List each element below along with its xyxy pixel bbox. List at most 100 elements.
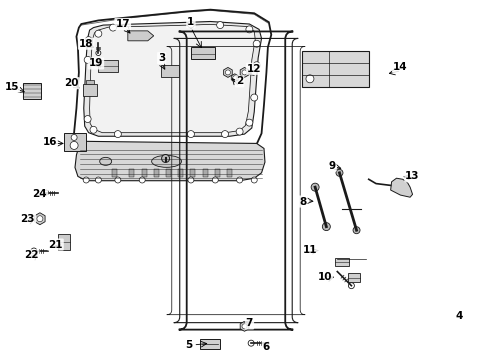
- Bar: [58, 234, 70, 249]
- Circle shape: [250, 94, 257, 101]
- Bar: [302, 51, 368, 87]
- Polygon shape: [240, 67, 248, 77]
- Circle shape: [216, 22, 223, 28]
- Bar: [191, 47, 215, 59]
- Circle shape: [70, 141, 78, 149]
- Bar: [178, 169, 183, 177]
- Circle shape: [232, 76, 236, 80]
- Bar: [161, 65, 179, 77]
- Polygon shape: [223, 67, 232, 77]
- Circle shape: [253, 62, 260, 69]
- Circle shape: [161, 154, 169, 162]
- Circle shape: [225, 70, 230, 75]
- Circle shape: [96, 50, 101, 55]
- Bar: [129, 169, 134, 177]
- Circle shape: [335, 169, 342, 176]
- Text: 22: 22: [24, 250, 39, 260]
- Bar: [112, 169, 117, 177]
- Circle shape: [85, 37, 92, 44]
- Text: 1: 1: [187, 17, 194, 27]
- Bar: [98, 60, 118, 72]
- Text: 18: 18: [79, 39, 93, 49]
- Circle shape: [187, 21, 194, 28]
- Circle shape: [37, 216, 43, 222]
- Text: 19: 19: [88, 58, 103, 68]
- Text: 15: 15: [4, 82, 19, 92]
- Circle shape: [43, 190, 48, 195]
- Circle shape: [187, 131, 194, 138]
- Bar: [202, 169, 207, 177]
- Bar: [347, 273, 359, 282]
- Circle shape: [352, 227, 359, 234]
- Text: 20: 20: [64, 78, 79, 88]
- Text: 17: 17: [115, 19, 130, 29]
- Polygon shape: [75, 141, 264, 181]
- Circle shape: [31, 248, 37, 254]
- Bar: [23, 83, 41, 99]
- Polygon shape: [240, 321, 248, 331]
- Bar: [154, 169, 159, 177]
- Text: 4: 4: [454, 311, 462, 321]
- Circle shape: [84, 57, 91, 63]
- Text: 2: 2: [236, 76, 243, 86]
- Text: 9: 9: [328, 161, 335, 171]
- Circle shape: [305, 75, 313, 83]
- Text: 11: 11: [303, 245, 317, 255]
- Circle shape: [95, 177, 101, 183]
- Circle shape: [114, 131, 121, 138]
- Text: 13: 13: [405, 171, 419, 181]
- Circle shape: [242, 70, 246, 75]
- Ellipse shape: [100, 157, 111, 165]
- Text: 23: 23: [20, 215, 35, 224]
- Ellipse shape: [151, 156, 181, 167]
- Text: 8: 8: [299, 197, 306, 207]
- Circle shape: [247, 340, 254, 346]
- Circle shape: [348, 283, 354, 289]
- Circle shape: [90, 126, 97, 133]
- Polygon shape: [89, 24, 255, 133]
- Bar: [214, 169, 219, 177]
- Circle shape: [236, 177, 242, 183]
- Circle shape: [253, 40, 260, 47]
- Polygon shape: [35, 213, 45, 225]
- Bar: [64, 134, 86, 152]
- Circle shape: [251, 177, 257, 183]
- Polygon shape: [390, 178, 412, 197]
- Bar: [165, 169, 171, 177]
- Circle shape: [310, 183, 319, 191]
- Bar: [190, 169, 195, 177]
- Bar: [82, 84, 97, 96]
- Circle shape: [322, 222, 330, 231]
- Circle shape: [139, 177, 145, 183]
- Text: 3: 3: [158, 53, 165, 63]
- Circle shape: [95, 30, 102, 37]
- Polygon shape: [83, 22, 261, 136]
- Circle shape: [187, 177, 194, 183]
- Text: 21: 21: [48, 239, 62, 249]
- Circle shape: [221, 131, 228, 138]
- Polygon shape: [127, 31, 153, 41]
- Bar: [334, 258, 348, 266]
- Circle shape: [84, 116, 91, 122]
- Circle shape: [71, 134, 77, 140]
- Bar: [142, 169, 146, 177]
- Text: 24: 24: [33, 189, 47, 199]
- Text: 10: 10: [317, 272, 331, 282]
- Circle shape: [245, 119, 252, 126]
- Text: 16: 16: [42, 138, 57, 147]
- Text: 6: 6: [262, 342, 269, 352]
- Circle shape: [115, 177, 121, 183]
- Circle shape: [212, 177, 218, 183]
- Text: 5: 5: [184, 340, 192, 350]
- Circle shape: [242, 324, 246, 329]
- Circle shape: [83, 177, 89, 183]
- Circle shape: [109, 24, 116, 31]
- Text: 7: 7: [245, 319, 253, 328]
- Text: 14: 14: [392, 62, 407, 72]
- Circle shape: [236, 128, 243, 135]
- Circle shape: [245, 26, 252, 33]
- Bar: [85, 80, 93, 84]
- Polygon shape: [231, 74, 238, 82]
- Bar: [226, 169, 231, 177]
- Bar: [200, 339, 220, 349]
